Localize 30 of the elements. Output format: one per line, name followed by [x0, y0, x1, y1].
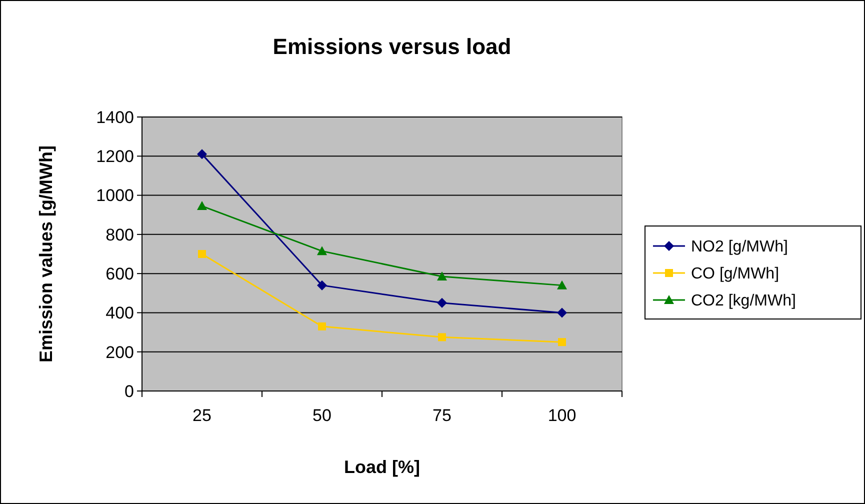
y-tick-label: 0 [124, 382, 134, 401]
x-tick-label: 50 [312, 406, 332, 425]
point [557, 280, 567, 290]
point [437, 298, 447, 308]
point [438, 333, 446, 342]
x-axis-title: Load [%] [344, 457, 420, 477]
point [197, 201, 207, 210]
point [198, 250, 206, 258]
y-tick-label: 1000 [96, 186, 134, 206]
y-tick-label: 600 [106, 264, 134, 284]
chart-title: Emissions versus load [272, 34, 512, 59]
point [558, 338, 566, 346]
y-tick-label: 1200 [96, 147, 134, 166]
legend-label: CO [g/MWh] [691, 266, 780, 283]
point [317, 246, 327, 256]
legend-label: NO2 [g/MWh] [691, 238, 788, 256]
x-tick-label: 25 [192, 406, 212, 425]
y-tick-label: 800 [106, 225, 134, 244]
x-tick-label: 75 [432, 406, 452, 425]
point [318, 322, 326, 330]
y-axis-title: Emission values [g/MWh] [36, 145, 56, 363]
point [317, 280, 327, 290]
y-tick-label: 1400 [96, 108, 134, 127]
point [437, 272, 447, 281]
y-tick-label: 200 [106, 342, 134, 362]
point [197, 149, 207, 160]
point [557, 308, 567, 318]
y-tick-label: 400 [106, 304, 134, 323]
legend-label: CO2 [kg/MWh] [691, 292, 796, 310]
x-tick-label: 100 [548, 406, 576, 425]
